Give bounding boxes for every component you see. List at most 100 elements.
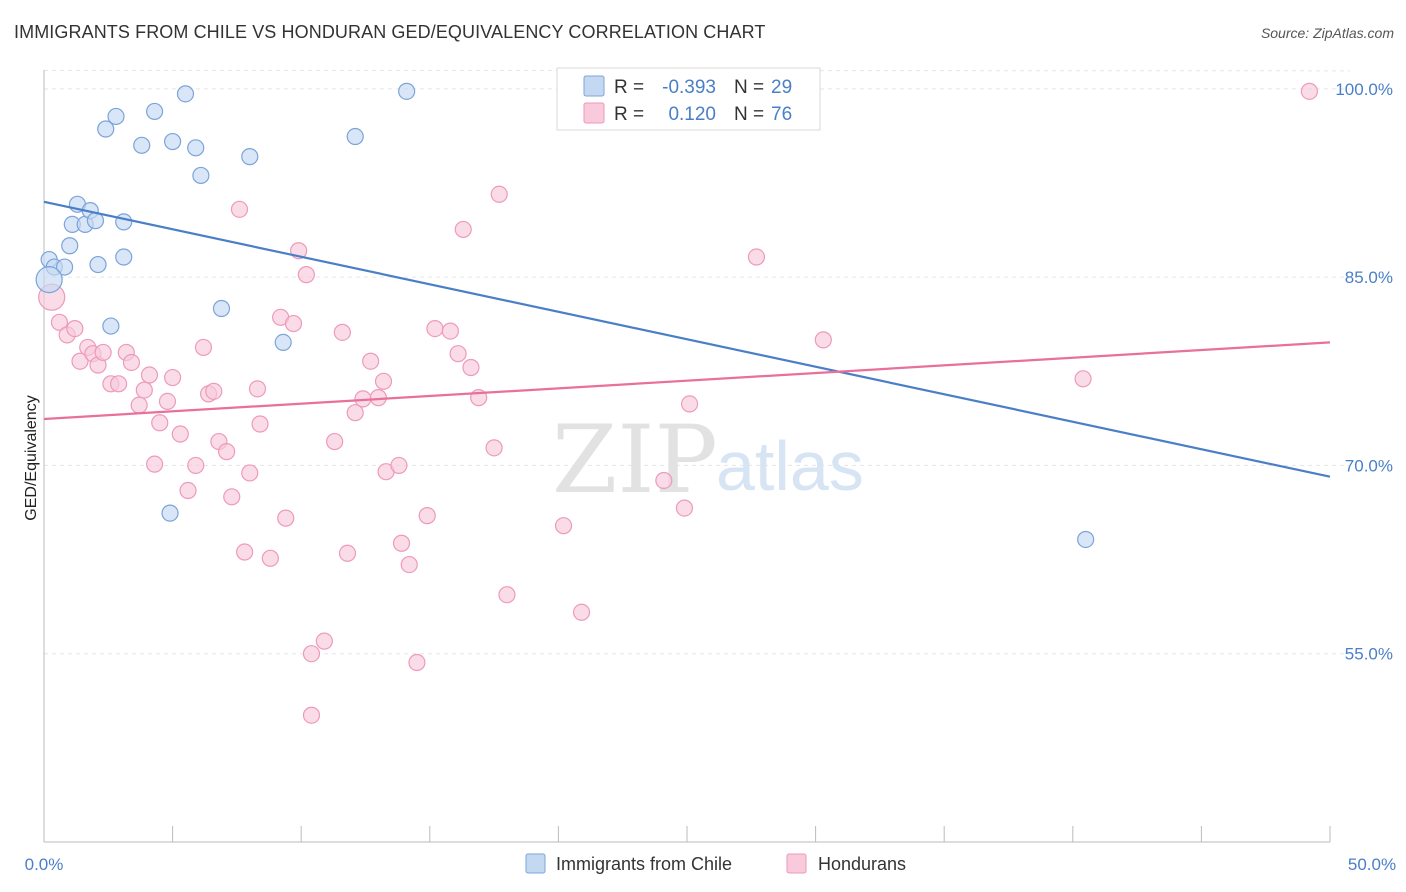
chile-point <box>89 255 107 274</box>
chile-point <box>102 317 120 335</box>
honduran-point <box>426 319 444 338</box>
series-legend-swatch-hondurans <box>786 853 807 874</box>
legend-n-label-1: N = <box>734 77 764 98</box>
series-legend-label-chile: Immigrants from Chile <box>556 854 732 874</box>
chile-trend-line <box>43 200 1331 478</box>
chile-point <box>1077 530 1095 549</box>
honduran-point <box>572 603 591 621</box>
chile-point <box>274 333 292 351</box>
honduran-point <box>130 396 148 414</box>
x-ticks <box>172 826 1331 842</box>
honduran-point <box>554 517 573 535</box>
chile-point <box>212 299 231 318</box>
watermark-atlas: atlas <box>716 427 864 505</box>
chile-point <box>55 258 74 276</box>
honduran-point <box>145 455 164 473</box>
chile-point <box>61 237 79 255</box>
honduran-point <box>71 352 89 370</box>
honduran-point <box>675 499 694 517</box>
honduran-point <box>1300 82 1319 100</box>
y-tick-label: 55.0% <box>1345 645 1393 664</box>
legend-r-label-1: R = <box>614 77 644 98</box>
chile-point <box>164 132 182 151</box>
honduran-point <box>122 353 141 372</box>
grid-line-top <box>43 69 1351 72</box>
legend-swatch-chile <box>583 75 605 97</box>
honduran-point <box>680 395 699 413</box>
honduran-point <box>302 645 321 663</box>
honduran-point <box>284 314 303 333</box>
watermark: ZIP atlas <box>552 406 864 515</box>
honduran-point <box>392 534 411 552</box>
honduran-point <box>94 343 112 362</box>
legend-n-value-1: 29 <box>771 77 792 98</box>
honduran-point <box>218 443 236 461</box>
chile-point <box>187 139 205 157</box>
honduran-point <box>261 549 279 567</box>
stats-legend: R = -0.393 N = 29 R = 0.120 N = 76 <box>556 67 821 131</box>
honduran-point <box>50 313 69 331</box>
series-legend-swatch-chile <box>525 853 546 874</box>
legend-r-value-2: 0.120 <box>668 104 716 125</box>
honduran-point <box>151 414 169 432</box>
honduran-point <box>315 632 333 650</box>
honduran-point <box>390 456 408 475</box>
hondurans-points <box>38 81 1319 724</box>
chile-point <box>133 136 151 154</box>
hondurans-trend-line <box>43 341 1331 421</box>
trend-lines <box>43 200 1331 478</box>
honduran-point <box>498 586 516 604</box>
chile-point <box>35 266 63 294</box>
honduran-point <box>140 366 159 384</box>
honduran-point <box>297 266 315 284</box>
chile-point <box>241 148 259 166</box>
honduran-point <box>135 381 153 399</box>
chile-point <box>145 102 164 121</box>
chile-point <box>97 120 115 138</box>
honduran-point <box>1074 370 1092 388</box>
chile-point <box>115 248 133 266</box>
chile-point <box>161 504 179 522</box>
honduran-point <box>490 185 508 203</box>
honduran-point <box>418 507 436 525</box>
y-axis-title: GED/Equivalency <box>23 395 40 520</box>
chile-point <box>115 213 133 231</box>
legend-n-label-2: N = <box>734 104 764 125</box>
watermark-zip: ZIP <box>552 406 718 515</box>
honduran-point <box>326 432 344 451</box>
series-legend: Immigrants from Chile Hondurans <box>525 853 906 874</box>
y-tick-label: 70.0% <box>1345 456 1393 475</box>
honduran-point <box>408 653 426 672</box>
honduran-point <box>109 375 128 393</box>
chile-point <box>192 166 210 185</box>
honduran-point <box>449 345 467 363</box>
honduran-point <box>362 352 380 370</box>
honduran-point <box>747 248 766 266</box>
chart-title: IMMIGRANTS FROM CHILE VS HONDURAN GED/EQ… <box>14 22 766 42</box>
honduran-point <box>187 456 205 475</box>
y-tick-label: 85.0% <box>1345 268 1393 287</box>
series-legend-label-hondurans: Hondurans <box>818 854 906 874</box>
honduran-point <box>171 425 189 443</box>
honduran-point <box>66 319 84 338</box>
honduran-point <box>205 382 223 400</box>
honduran-point <box>655 471 673 490</box>
y-tick-labels: 55.0% 70.0% 85.0% 100.0% <box>1335 80 1393 664</box>
chile-point <box>176 85 195 103</box>
y-tick-label: 100.0% <box>1335 80 1393 99</box>
honduran-point <box>194 338 213 357</box>
honduran-point <box>400 555 418 574</box>
honduran-point <box>277 509 295 527</box>
honduran-point <box>333 323 351 341</box>
honduran-point <box>223 488 241 506</box>
chile-points <box>35 82 1095 549</box>
grid-lines <box>43 69 1351 655</box>
chile-point <box>398 82 416 100</box>
honduran-point <box>236 543 254 561</box>
honduran-point <box>454 220 472 239</box>
honduran-point <box>302 706 321 724</box>
honduran-point <box>374 372 393 390</box>
honduran-point <box>251 415 269 433</box>
honduran-point <box>164 368 182 387</box>
honduran-point <box>441 322 459 340</box>
